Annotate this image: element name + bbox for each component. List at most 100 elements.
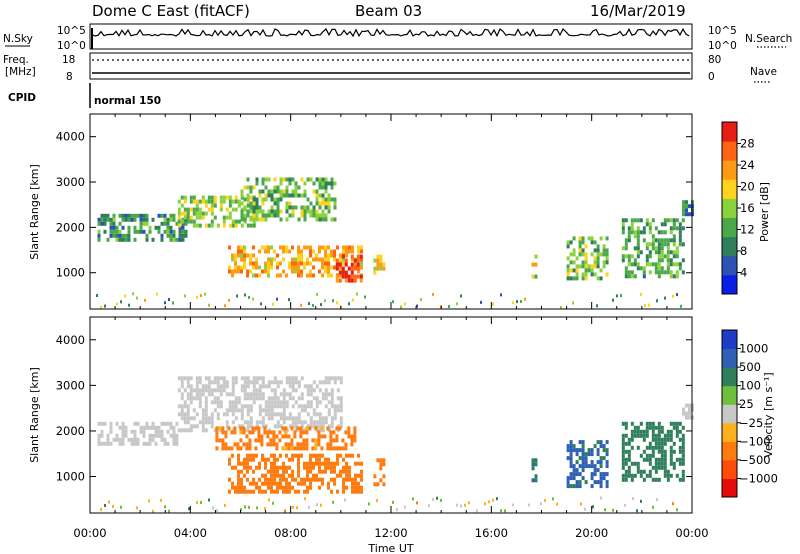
echo-cell <box>142 441 146 446</box>
echo-cell <box>183 416 187 421</box>
echo-cell <box>593 472 597 477</box>
echo-cell <box>651 477 655 482</box>
echo-cell <box>255 273 258 278</box>
echo-cell <box>569 440 573 445</box>
echo-cell <box>189 400 193 405</box>
echo-cell <box>178 229 182 234</box>
echo-cell <box>636 465 640 470</box>
echo-cell <box>344 278 348 283</box>
echo-cell <box>285 453 288 458</box>
echo-cell <box>255 205 259 210</box>
echo-cell <box>273 388 277 393</box>
echo-cell <box>333 205 337 210</box>
echo-cell <box>572 484 576 489</box>
echo-cell <box>318 485 321 490</box>
echo-cell <box>633 461 637 466</box>
echo-cell <box>682 411 685 416</box>
freq-tick-top: 18 <box>62 54 75 66</box>
echo-cell <box>243 489 246 494</box>
echo-cell <box>261 489 264 494</box>
echo-cell <box>303 205 307 210</box>
echo-cell <box>639 473 643 478</box>
near-range-cell <box>432 497 434 501</box>
echo-cell <box>335 278 339 283</box>
echo-cell <box>255 261 258 266</box>
echo-cell <box>333 265 336 270</box>
echo-cell <box>121 437 125 442</box>
echo-cell <box>303 245 306 250</box>
echo-cell <box>201 388 205 393</box>
echo-cell <box>267 380 271 385</box>
echo-cell <box>669 270 673 275</box>
near-range-cell <box>160 498 162 502</box>
echo-cell <box>189 428 193 433</box>
echo-cell <box>351 485 354 490</box>
echo-cell <box>288 384 292 389</box>
echo-cell <box>605 256 609 261</box>
echo-cell <box>231 269 234 274</box>
echo-cell <box>246 469 249 474</box>
echo-cell <box>642 274 646 279</box>
echo-cell <box>584 256 588 261</box>
echo-cell <box>333 201 337 206</box>
echo-cell <box>335 426 339 431</box>
echo-cell <box>243 384 247 389</box>
echo-cell <box>195 412 199 417</box>
echo-cell <box>648 270 652 275</box>
echo-cell <box>291 388 295 393</box>
echo-cell <box>636 234 640 239</box>
echo-cell <box>243 265 246 270</box>
echo-cell <box>300 376 304 381</box>
echo-cell <box>228 203 232 208</box>
echo-cell <box>300 177 304 182</box>
echo-cell <box>252 477 255 482</box>
echo-cell <box>243 257 246 262</box>
echo-cell <box>663 469 667 474</box>
echo-cell <box>279 193 283 198</box>
echo-cell <box>198 376 202 381</box>
echo-cell <box>324 461 327 466</box>
echo-cell <box>300 257 303 262</box>
echo-cell <box>657 246 661 251</box>
echo-cell <box>312 424 316 429</box>
echo-cell <box>663 433 667 438</box>
echo-cell <box>148 425 152 430</box>
echo-cell <box>189 384 193 389</box>
echo-cell <box>669 262 673 267</box>
echo-cell <box>633 218 637 223</box>
echo-cell <box>261 420 265 425</box>
echo-cell <box>321 197 325 202</box>
echo-cell <box>231 481 234 486</box>
echo-cell <box>332 430 336 435</box>
echo-cell <box>219 195 223 200</box>
echo-cell <box>605 440 609 445</box>
echo-cell <box>382 262 386 267</box>
echo-cell <box>299 446 303 451</box>
echo-cell <box>228 245 231 250</box>
echo-cell <box>198 392 202 397</box>
echo-cell <box>636 246 640 251</box>
echo-cell <box>300 420 304 425</box>
echo-cell <box>240 469 243 474</box>
echo-cell <box>333 257 336 262</box>
echo-cell <box>249 396 253 401</box>
echo-cell <box>115 421 119 426</box>
echo-cell <box>297 469 300 474</box>
echo-cell <box>672 222 676 227</box>
echo-cell <box>236 446 240 451</box>
near-range-cell <box>404 302 406 306</box>
echo-cell <box>330 396 334 401</box>
near-range-cell <box>272 501 274 505</box>
echo-cell <box>642 437 646 442</box>
echo-cell <box>624 246 628 251</box>
echo-cell <box>627 469 631 474</box>
echo-cell <box>109 429 113 434</box>
echo-cell <box>216 380 220 385</box>
echo-cell <box>121 429 125 434</box>
echo-cell <box>324 245 327 250</box>
echo-cell <box>663 222 667 227</box>
echo-cell <box>282 408 286 413</box>
echo-cell <box>339 416 343 421</box>
echo-cell <box>213 195 217 200</box>
echo-cell <box>210 199 214 204</box>
